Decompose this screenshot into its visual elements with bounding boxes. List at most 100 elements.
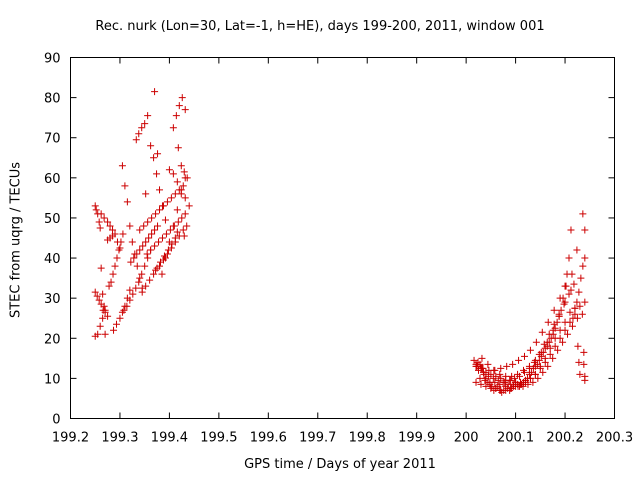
data-point xyxy=(470,356,478,364)
data-point xyxy=(141,262,149,270)
data-point xyxy=(92,206,100,214)
data-point xyxy=(118,162,126,170)
data-point xyxy=(545,338,553,346)
data-point xyxy=(133,250,141,258)
data-point xyxy=(567,286,575,294)
data-point xyxy=(478,354,486,362)
data-point xyxy=(559,338,567,346)
data-point xyxy=(161,216,169,224)
data-point xyxy=(514,370,522,378)
data-point xyxy=(525,370,533,378)
data-point xyxy=(563,270,571,278)
data-point xyxy=(569,314,577,322)
data-point xyxy=(144,112,152,120)
data-point xyxy=(573,246,581,254)
data-point xyxy=(146,276,154,284)
data-point xyxy=(112,320,120,328)
data-point xyxy=(169,222,177,230)
data-point xyxy=(549,354,557,362)
data-point xyxy=(104,218,112,226)
data-point xyxy=(181,106,189,114)
data-point xyxy=(566,308,574,316)
x-tick-label: 200.2 xyxy=(546,431,583,446)
data-point xyxy=(101,330,109,338)
data-point xyxy=(178,94,186,102)
data-point xyxy=(515,356,523,364)
data-point xyxy=(100,214,108,222)
data-point xyxy=(477,380,485,388)
data-point xyxy=(180,232,188,240)
data-point xyxy=(531,370,539,378)
data-point xyxy=(91,288,99,296)
data-point xyxy=(178,214,186,222)
plot-frame xyxy=(70,57,615,419)
data-point xyxy=(480,370,488,378)
data-point xyxy=(541,354,549,362)
data-point xyxy=(529,378,537,386)
data-point xyxy=(501,378,509,386)
data-point xyxy=(144,218,152,226)
data-point xyxy=(123,198,131,206)
data-point xyxy=(126,222,134,230)
axis-ticks: 199.2 199.3 199.4 199.5 199.6 199.7 199.8 199.9… xyxy=(44,52,633,446)
x-tick-label: 199.9 xyxy=(398,431,435,446)
data-point xyxy=(152,266,160,274)
data-point xyxy=(154,222,162,230)
data-point xyxy=(484,378,492,386)
data-point xyxy=(496,370,504,378)
data-point xyxy=(564,330,572,338)
data-point xyxy=(561,298,569,306)
y-tick-label: 20 xyxy=(44,332,61,347)
data-point xyxy=(171,238,179,246)
data-point xyxy=(128,238,136,246)
data-point xyxy=(97,210,105,218)
data-point xyxy=(526,346,534,354)
data-point xyxy=(512,378,520,386)
data-point xyxy=(179,182,187,190)
y-tick-label: 90 xyxy=(44,52,61,67)
data-point xyxy=(549,330,557,338)
data-point xyxy=(577,274,585,282)
data-point xyxy=(169,170,177,178)
data-point xyxy=(175,102,183,110)
data-point xyxy=(161,254,169,262)
data-point xyxy=(115,246,123,254)
data-point xyxy=(154,150,162,158)
data-point xyxy=(97,300,105,308)
x-tick-label: 200 xyxy=(454,431,479,446)
data-point xyxy=(148,214,156,222)
data-point xyxy=(156,262,164,270)
x-tick-label: 199.3 xyxy=(101,431,138,446)
data-point xyxy=(167,194,175,202)
data-point xyxy=(490,386,498,394)
data-point xyxy=(520,366,528,374)
data-point xyxy=(551,342,559,350)
data-point xyxy=(117,238,125,246)
data-point xyxy=(571,304,579,312)
data-point xyxy=(491,378,499,386)
x-tick-label: 199.4 xyxy=(151,431,188,446)
data-point xyxy=(555,312,563,320)
data-point xyxy=(535,356,543,364)
data-point xyxy=(541,344,549,352)
x-axis-label: GPS time / Days of year 2011 xyxy=(244,457,436,472)
data-point xyxy=(153,170,161,178)
data-point xyxy=(136,226,144,234)
y-tick-label: 10 xyxy=(44,372,61,387)
data-point xyxy=(571,310,579,318)
data-point xyxy=(166,226,174,234)
data-point xyxy=(147,246,155,254)
x-tick-label: 200.3 xyxy=(596,431,633,446)
data-point xyxy=(506,376,514,384)
data-point xyxy=(123,302,131,310)
data-point xyxy=(104,312,112,320)
data-point xyxy=(119,230,127,238)
data-point xyxy=(185,202,193,210)
data-point xyxy=(111,230,119,238)
data-point xyxy=(575,358,583,366)
data-point xyxy=(534,374,542,382)
data-point xyxy=(145,234,153,242)
data-point xyxy=(508,372,516,380)
data-point xyxy=(183,174,191,182)
data-point xyxy=(116,314,124,322)
